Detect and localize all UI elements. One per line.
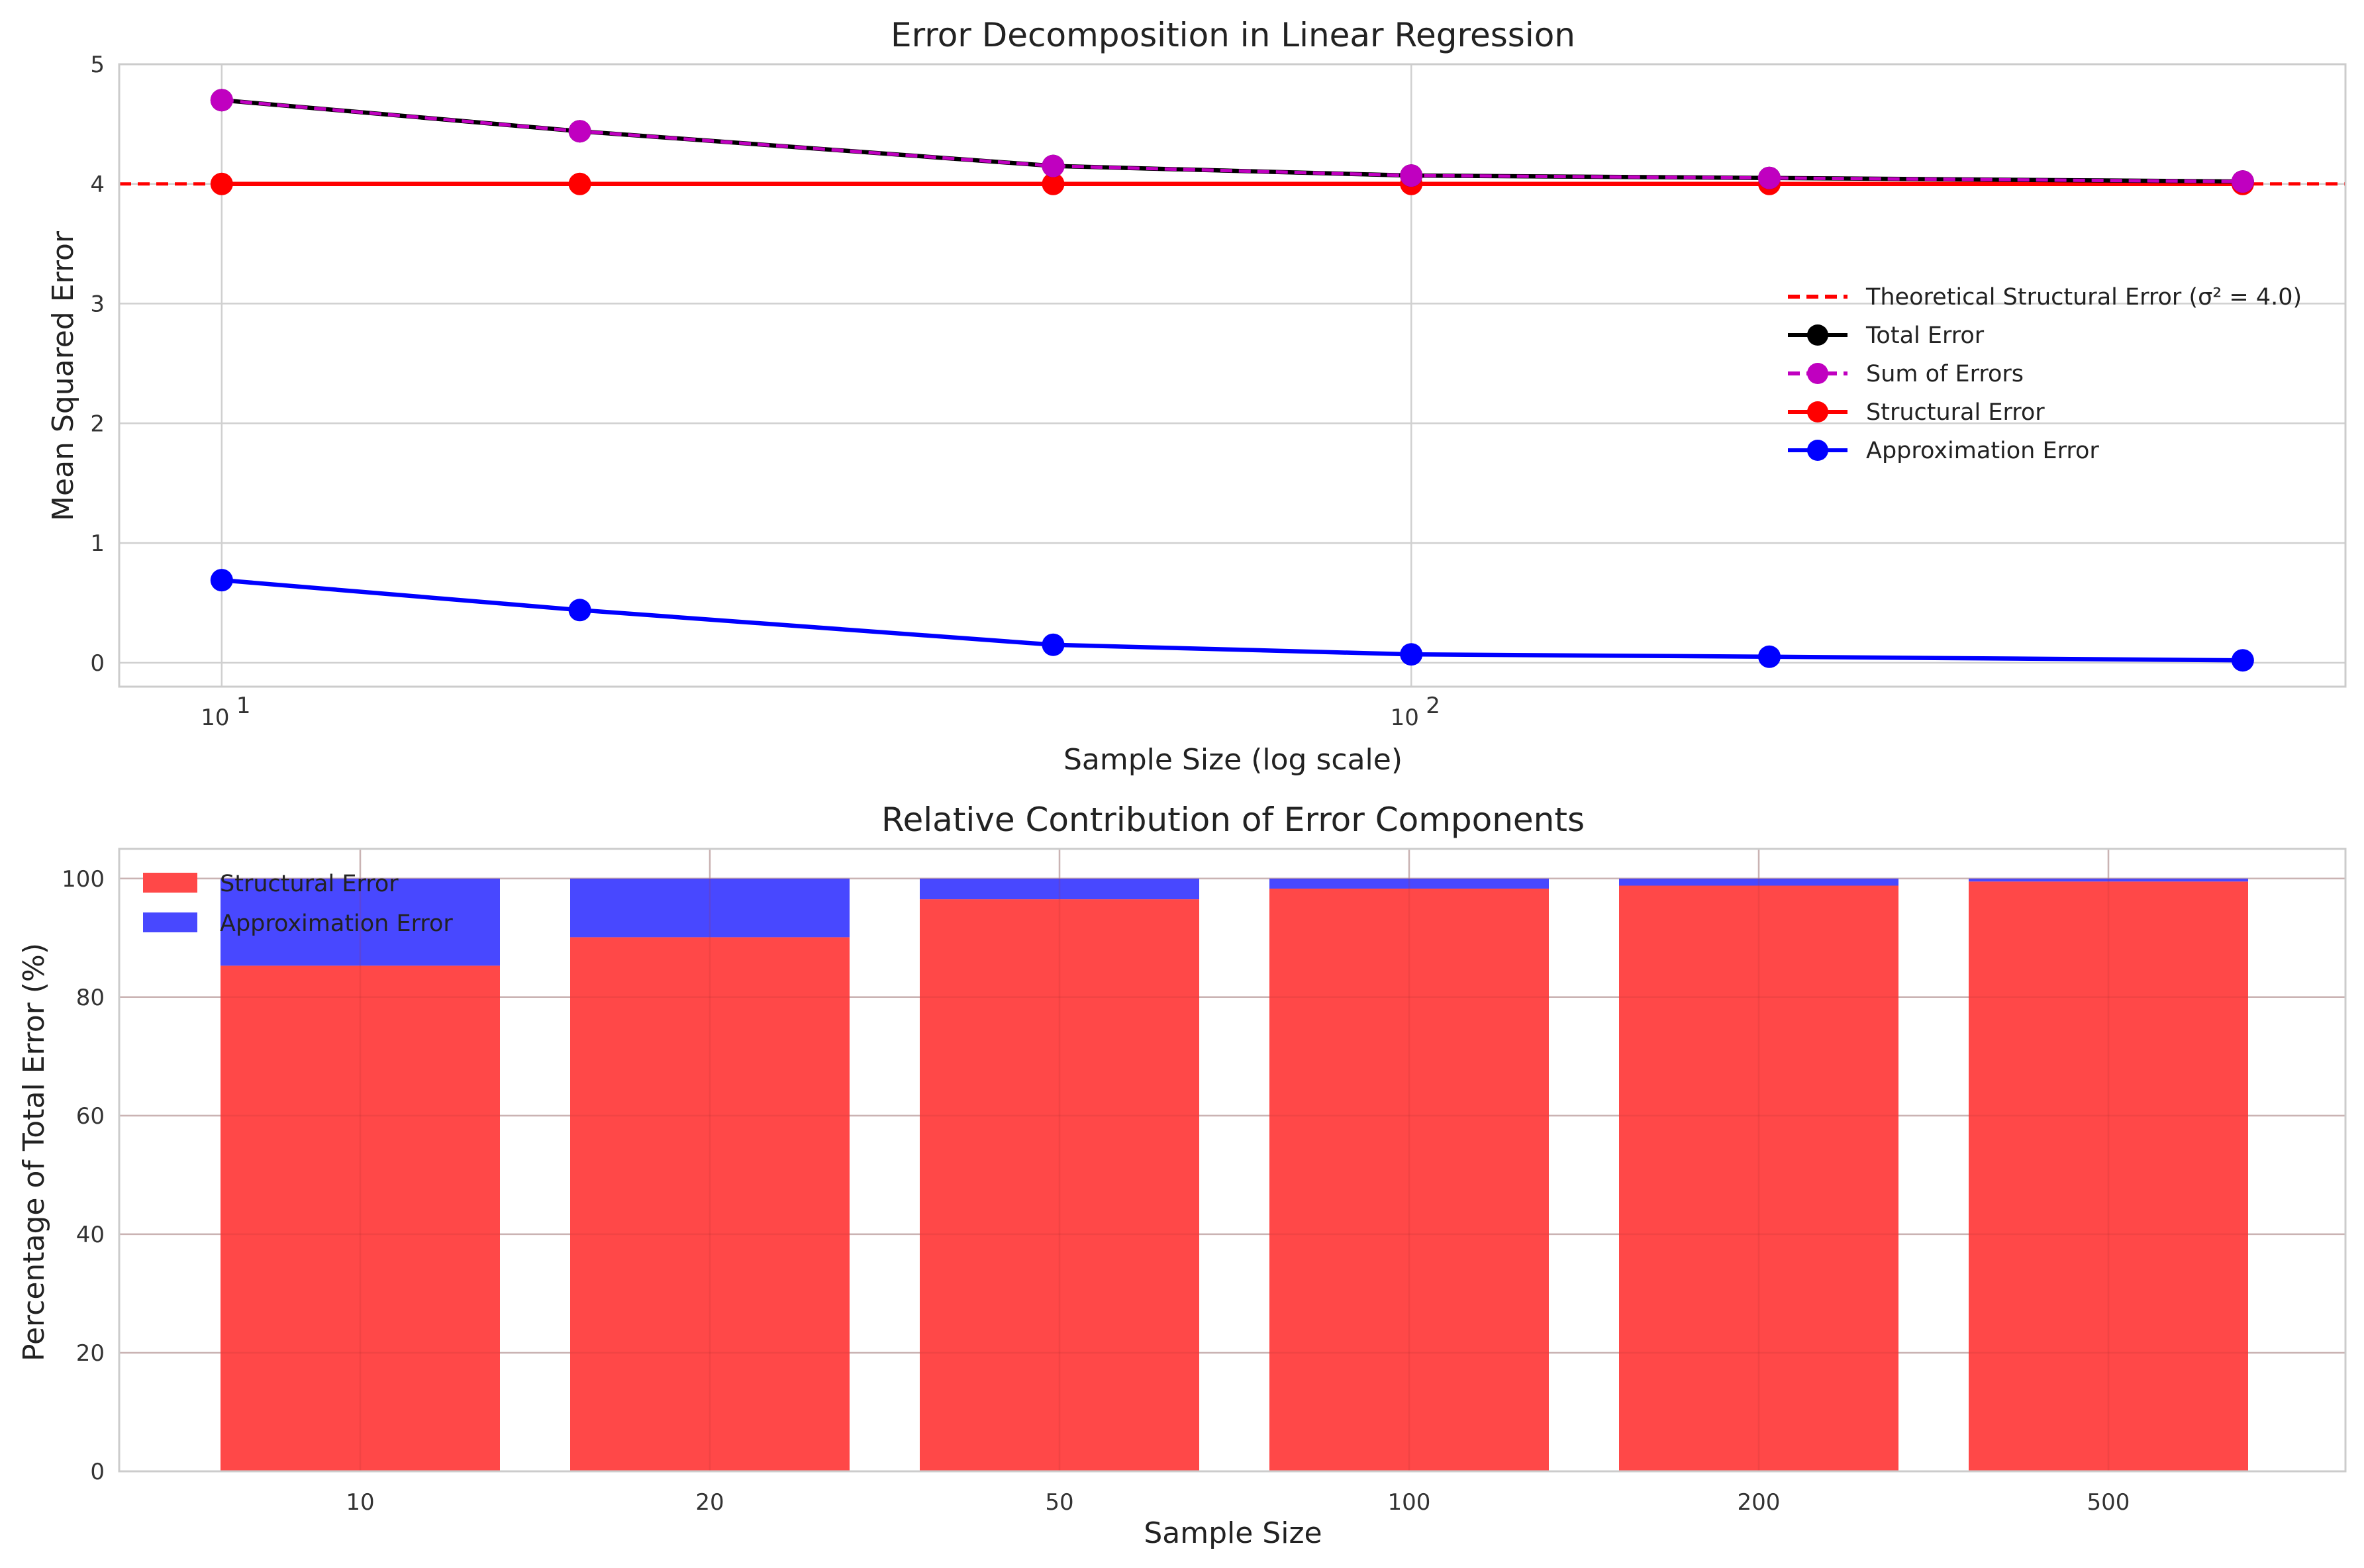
chart1-x-ticks: 10 1 10 2	[201, 693, 1440, 731]
chart2-y-tick-0: 0	[90, 1459, 105, 1485]
error-decomposition-chart: Error Decomposition in Linear Regression…	[46, 16, 2347, 777]
chart1-point-sum-of-errors-100	[1400, 164, 1423, 187]
chart1-line-approximation-error	[221, 577, 2243, 663]
chart1-line-sum-of-errors	[221, 98, 2243, 183]
chart2-title: Relative Contribution of Error Component…	[881, 801, 1585, 839]
chart1-y-tick-4: 4	[90, 172, 105, 198]
chart1-legend-label-theoretical-structural-error-4-0: Theoretical Structural Error (σ² = 4.0)	[1865, 284, 2302, 311]
chart2-y-label: Percentage of Total Error (%)	[17, 943, 51, 1361]
chart2-legend-swatch-approximation-error	[143, 912, 197, 932]
chart1-point-approximation-error-20	[568, 599, 591, 622]
chart1-legend: Theoretical Structural Error (σ² = 4.0) T…	[1788, 284, 2302, 464]
chart2-x-tick-10: 10	[346, 1489, 374, 1516]
chart1-y-tick-0: 0	[90, 650, 105, 677]
chart1-legend-label-sum-of-errors: Sum of Errors	[1866, 361, 2024, 387]
chart1-point-sum-of-errors-10	[210, 89, 233, 112]
chart2-legend-label-approximation-error: Approximation Error	[220, 910, 453, 937]
chart1-legend-marker-approximation-error	[1807, 440, 1828, 461]
chart1-point-approximation-error-50	[1042, 633, 1065, 656]
chart1-y-tick-5: 5	[90, 52, 105, 78]
chart2-bar-structural-error-10	[221, 965, 500, 1471]
chart1-point-sum-of-errors-500	[2231, 170, 2254, 193]
chart1-point-structural-error-50	[1042, 172, 1065, 195]
chart1-y-tick-1: 1	[90, 530, 105, 557]
chart1-legend-label-structural-error: Structural Error	[1866, 399, 2045, 426]
chart2-x-tick-50: 50	[1045, 1489, 1073, 1516]
chart1-y-tick-2: 2	[90, 411, 105, 437]
relative-contribution-chart: Relative Contribution of Error Component…	[17, 801, 2347, 1550]
chart2-legend-swatch-structural-error	[143, 873, 197, 893]
chart2-y-tick-20: 20	[76, 1340, 105, 1367]
chart2-bar-approximation-error-500	[1969, 878, 2248, 882]
chart2-plot-frame	[118, 848, 2347, 1473]
chart1-x-tick-exponent-100: 2	[1426, 693, 1440, 719]
chart1-point-structural-error-20	[568, 172, 591, 195]
chart2-x-ticks: 10 20 50 100 200 500	[346, 1489, 2130, 1516]
chart1-series	[119, 89, 2345, 672]
chart2-legend: Structural Error Approximation Error	[143, 871, 453, 937]
chart1-plot-frame	[118, 63, 2347, 688]
chart2-bar-structural-error-200	[1619, 885, 1898, 1471]
chart1-point-structural-error-10	[210, 172, 233, 195]
chart1-x-tick-100: 10	[1391, 705, 1419, 731]
chart1-legend-marker-structural-error	[1807, 401, 1828, 422]
chart1-point-approximation-error-10	[210, 569, 233, 592]
chart1-y-tick-3: 3	[90, 291, 105, 318]
chart1-y-ticks: 0 1 2 3 4 5	[90, 52, 105, 677]
chart1-legend-marker-sum-of-errors	[1807, 363, 1828, 384]
chart2-bar-structural-error-100	[1269, 888, 1549, 1471]
chart2-bar-approximation-error-20	[570, 878, 850, 938]
chart2-bar-structural-error-500	[1969, 881, 2248, 1471]
chart1-legend-marker-total-error	[1807, 324, 1828, 346]
chart2-x-label: Sample Size	[1144, 1516, 1322, 1550]
chart2-bar-approximation-error-100	[1269, 878, 1549, 889]
chart1-x-tick-exponent-10: 1	[236, 693, 251, 719]
chart2-legend-label-structural-error: Structural Error	[220, 871, 399, 897]
chart1-legend-label-total-error: Total Error	[1865, 322, 1985, 349]
chart2-x-tick-500: 500	[2087, 1489, 2130, 1516]
chart1-point-approximation-error-200	[1758, 645, 1781, 668]
chart2-bars	[221, 878, 2248, 1471]
chart2-y-tick-100: 100	[62, 866, 105, 893]
chart2-bar-approximation-error-50	[920, 878, 1199, 900]
chart2-bar-approximation-error-200	[1619, 878, 1898, 886]
chart2-x-tick-20: 20	[695, 1489, 724, 1516]
chart1-point-sum-of-errors-20	[568, 120, 591, 143]
chart1-legend-label-approximation-error: Approximation Error	[1866, 438, 2099, 464]
chart2-y-ticks: 0 20 40 60 80 100	[62, 866, 105, 1485]
chart1-point-approximation-error-500	[2231, 649, 2254, 672]
chart2-x-tick-200: 200	[1738, 1489, 1781, 1516]
chart2-bar-approximation-error-10	[221, 878, 500, 966]
chart2-bar-structural-error-20	[570, 937, 850, 1471]
chart1-point-sum-of-errors-200	[1758, 166, 1781, 189]
chart2-y-tick-60: 60	[76, 1103, 105, 1130]
chart1-point-sum-of-errors-50	[1042, 154, 1065, 177]
chart2-y-tick-80: 80	[76, 985, 105, 1011]
chart1-x-tick-10: 10	[201, 705, 229, 731]
chart2-x-tick-100: 100	[1388, 1489, 1431, 1516]
chart1-point-approximation-error-100	[1400, 643, 1423, 666]
chart1-y-label: Mean Squared Error	[46, 230, 80, 521]
chart1-title: Error Decomposition in Linear Regression	[891, 16, 1575, 54]
chart2-y-tick-40: 40	[76, 1222, 105, 1248]
chart1-x-label: Sample Size (log scale)	[1063, 743, 1403, 777]
chart2-bar-structural-error-50	[920, 899, 1199, 1471]
